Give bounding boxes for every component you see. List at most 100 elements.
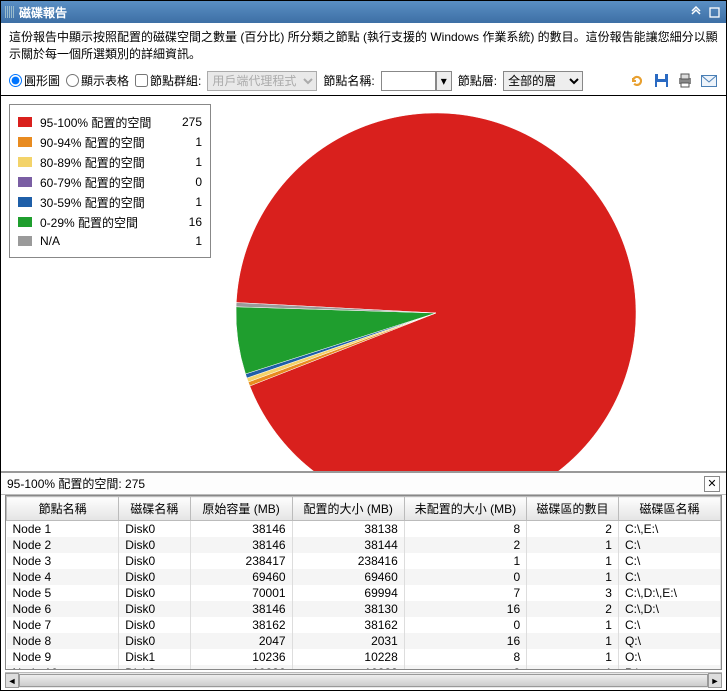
table-cell: 38146 <box>190 521 292 538</box>
table-row[interactable]: Node 4Disk0694606946001C:\ <box>7 569 721 585</box>
view-pie-radio-label[interactable]: 圓形圖 <box>9 72 60 89</box>
table-cell: Disk0 <box>119 617 190 633</box>
legend-item[interactable]: 80-89% 配置的空間1 <box>18 154 202 171</box>
table-cell: Node 2 <box>7 537 119 553</box>
legend-swatch <box>18 177 32 187</box>
table-caption: 95-100% 配置的空間: 275 <box>7 475 145 492</box>
table-cell: 1 <box>527 537 619 553</box>
table-cell: 1 <box>527 633 619 649</box>
table-cell: Disk0 <box>119 601 190 617</box>
table-cell: 2 <box>527 601 619 617</box>
legend-label: N/A <box>40 234 170 248</box>
table-cell: 38144 <box>292 537 404 553</box>
legend-count: 1 <box>178 135 202 149</box>
maximize-button[interactable] <box>706 5 722 19</box>
column-header[interactable]: 原始容量 (MB) <box>190 497 292 521</box>
table-cell: C:\ <box>618 617 720 633</box>
table-cell: P:\ <box>618 665 720 670</box>
legend-label: 90-94% 配置的空間 <box>40 134 170 151</box>
table-cell: 38162 <box>190 617 292 633</box>
table-cell: 69994 <box>292 585 404 601</box>
table-row[interactable]: Node 2Disk0381463814421C:\ <box>7 537 721 553</box>
legend-item[interactable]: 95-100% 配置的空間275 <box>18 114 202 131</box>
legend-label: 30-59% 配置的空間 <box>40 194 170 211</box>
column-header[interactable]: 磁碟區名稱 <box>618 497 720 521</box>
table-cell: Node 4 <box>7 569 119 585</box>
table-row[interactable]: Node 9Disk1102361022881O:\ <box>7 649 721 665</box>
table-cell: Node 3 <box>7 553 119 569</box>
group-checkbox[interactable] <box>135 74 148 87</box>
column-header[interactable]: 節點名稱 <box>7 497 119 521</box>
table-cell: Disk0 <box>119 521 190 538</box>
table-cell: 2 <box>404 537 526 553</box>
column-header[interactable]: 磁碟名稱 <box>119 497 190 521</box>
table-cell: 1 <box>527 569 619 585</box>
table-cell: O:\ <box>618 649 720 665</box>
table-cell: 8 <box>404 521 526 538</box>
table-cell: 3 <box>527 585 619 601</box>
view-pie-radio[interactable] <box>9 74 22 87</box>
table-cell: 38130 <box>292 601 404 617</box>
grip-icon <box>5 6 15 18</box>
table-cell: 1 <box>527 649 619 665</box>
view-table-radio[interactable] <box>66 74 79 87</box>
scroll-right-arrow[interactable]: ► <box>708 673 722 688</box>
column-header[interactable]: 未配置的大小 (MB) <box>404 497 526 521</box>
table-cell: Node 5 <box>7 585 119 601</box>
node-name-label: 節點名稱: <box>323 72 374 89</box>
table-cell: 69460 <box>190 569 292 585</box>
tier-select[interactable]: 全部的層 <box>503 71 583 91</box>
column-header[interactable]: 磁碟區的數目 <box>527 497 619 521</box>
collapse-button[interactable] <box>688 5 704 19</box>
table-row[interactable]: Node 10Disk2102361022881P:\ <box>7 665 721 670</box>
node-name-input[interactable] <box>381 71 436 91</box>
table-cell: 38138 <box>292 521 404 538</box>
print-button[interactable] <box>676 72 694 90</box>
legend-label: 80-89% 配置的空間 <box>40 154 170 171</box>
legend-item[interactable]: N/A1 <box>18 234 202 248</box>
mail-button[interactable] <box>700 72 718 90</box>
table-row[interactable]: Node 3Disk023841723841611C:\ <box>7 553 721 569</box>
table-row[interactable]: Node 5Disk0700016999473C:\,D:\,E:\ <box>7 585 721 601</box>
legend-count: 16 <box>178 215 202 229</box>
save-button[interactable] <box>652 72 670 90</box>
table-row[interactable]: Node 6Disk03814638130162C:\,D:\ <box>7 601 721 617</box>
view-table-text: 顯示表格 <box>81 72 129 89</box>
group-select: 用戶端代理程式 <box>207 71 317 91</box>
refresh-button[interactable] <box>628 72 646 90</box>
table-cell: C:\ <box>618 569 720 585</box>
close-table-button[interactable]: ✕ <box>704 476 720 492</box>
table-cell: 16 <box>404 601 526 617</box>
table-row[interactable]: Node 8Disk020472031161Q:\ <box>7 633 721 649</box>
table-cell: 38146 <box>190 537 292 553</box>
column-header[interactable]: 配置的大小 (MB) <box>292 497 404 521</box>
table-header-row: 節點名稱磁碟名稱原始容量 (MB)配置的大小 (MB)未配置的大小 (MB)磁碟… <box>7 497 721 521</box>
report-description: 這份報告中顯示按照配置的磁碟空間之數量 (百分比) 所分類之節點 (執行支援的 … <box>1 23 726 69</box>
view-pie-text: 圓形圖 <box>24 72 60 89</box>
scroll-thumb[interactable] <box>19 674 708 687</box>
dropdown-arrow-icon[interactable]: ▾ <box>436 71 452 91</box>
pie-slice[interactable] <box>236 113 636 471</box>
table-cell: C:\,E:\ <box>618 521 720 538</box>
group-checkbox-label[interactable]: 節點群組: <box>135 72 201 89</box>
table-cell: 69460 <box>292 569 404 585</box>
legend-item[interactable]: 90-94% 配置的空間 1 <box>18 134 202 151</box>
group-text: 節點群組: <box>150 72 201 89</box>
chart-area: 95-100% 配置的空間275 90-94% 配置的空間 1 80-89% 配置的空… <box>1 96 726 471</box>
view-table-radio-label[interactable]: 顯示表格 <box>66 72 129 89</box>
table-cell: Disk0 <box>119 537 190 553</box>
scroll-left-arrow[interactable]: ◄ <box>5 673 19 688</box>
legend-item[interactable]: 0-29% 配置的空間16 <box>18 214 202 231</box>
table-row[interactable]: Node 7Disk0381623816201C:\ <box>7 617 721 633</box>
table-cell: Node 1 <box>7 521 119 538</box>
legend-item[interactable]: 60-79% 配置的空間0 <box>18 174 202 191</box>
table-cell: Node 9 <box>7 649 119 665</box>
horizontal-scrollbar[interactable]: ◄ ► <box>5 672 722 688</box>
table-row[interactable]: Node 1Disk0381463813882C:\,E:\ <box>7 521 721 538</box>
table-cell: C:\,D:\ <box>618 601 720 617</box>
table-scroll[interactable]: 節點名稱磁碟名稱原始容量 (MB)配置的大小 (MB)未配置的大小 (MB)磁碟… <box>5 495 722 670</box>
table-cell: 1 <box>404 553 526 569</box>
legend-item[interactable]: 30-59% 配置的空間1 <box>18 194 202 211</box>
legend-swatch <box>18 236 32 246</box>
titlebar: 磁碟報告 <box>1 1 726 23</box>
